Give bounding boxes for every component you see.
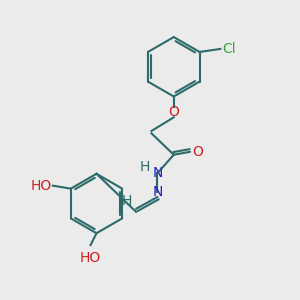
- Text: Cl: Cl: [222, 42, 236, 56]
- Text: HO: HO: [80, 251, 101, 265]
- Text: O: O: [168, 105, 179, 119]
- Text: H: H: [140, 160, 150, 174]
- Text: HO: HO: [30, 179, 51, 193]
- Text: N: N: [152, 166, 163, 180]
- Text: H: H: [121, 194, 132, 208]
- Text: O: O: [193, 145, 203, 159]
- Text: N: N: [152, 184, 163, 199]
